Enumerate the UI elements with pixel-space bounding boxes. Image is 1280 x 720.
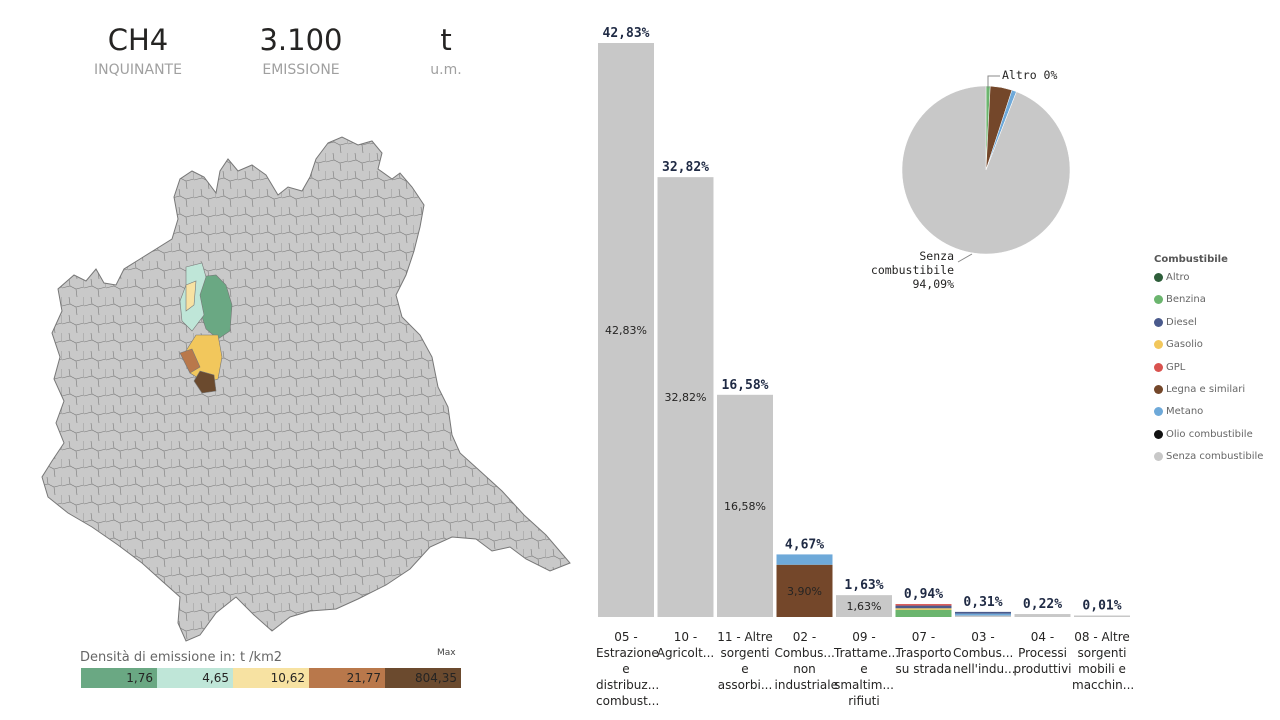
- bar-segment[interactable]: [895, 609, 952, 617]
- bar-category-label: 08 - Altre sorgenti mobili e macchin...: [1072, 630, 1135, 692]
- legend-marker-icon: [1154, 362, 1163, 372]
- bar-segment[interactable]: [895, 605, 952, 609]
- bar-inner-label: 1,63%: [847, 600, 882, 613]
- legend-marker-icon: [1154, 295, 1163, 305]
- bar-total-label: 0,22%: [1023, 597, 1062, 612]
- scale-cell[interactable]: 4,65: [157, 668, 233, 688]
- pie-label-senza: Senza combustibile 94,09%: [840, 249, 954, 291]
- legend-label: Senza combustibile: [1166, 451, 1264, 463]
- pie-label-altro: Altro 0%: [1002, 68, 1058, 82]
- bar-category-label: 02 - Combus... non industriale: [774, 630, 838, 692]
- legend-title: Combustibile: [1154, 254, 1228, 265]
- legend-item[interactable]: Legna e similari: [1154, 384, 1245, 395]
- bar-inner-label: 3,90%: [787, 585, 822, 598]
- legend-marker-icon: [1154, 452, 1163, 462]
- legend-label: Olio combustibile: [1166, 428, 1253, 440]
- map-color-scale: 1,76 4,65 10,62 21,77 804,35: [81, 668, 461, 688]
- legend-item[interactable]: Diesel: [1154, 317, 1197, 328]
- kpi-value: 3.100: [259, 23, 343, 57]
- map-legend-title: Densità di emissione in: t /km2: [80, 650, 283, 665]
- bar-category-label: 04 - Processi produttivi: [1013, 630, 1072, 676]
- bar-segment[interactable]: [776, 564, 833, 617]
- bar-total-label: 0,31%: [963, 595, 1002, 610]
- bar-category-label: 11 - Altre sorgenti e assorbi...: [717, 630, 773, 692]
- legend-marker-icon: [1154, 385, 1163, 394]
- bar-segment[interactable]: [1074, 615, 1130, 618]
- bar-inner-label: 16,58%: [724, 500, 766, 513]
- bar-category-label: 09 - Trattame... e smaltim... rifiuti: [834, 630, 900, 708]
- pie-label-senza-value: 94,09%: [912, 277, 954, 291]
- bar-category-label: 05 - Estrazione e distribuz... combust...: [596, 630, 660, 708]
- legend-label: Benzina: [1166, 294, 1206, 306]
- legend-label: Metano: [1166, 406, 1204, 418]
- bar-segment[interactable]: [955, 615, 1011, 618]
- scale-cell[interactable]: 1,76: [81, 668, 157, 688]
- kpi-emissione: 3.100 EMISSIONE: [236, 22, 366, 78]
- bar-inner-label: 32,82%: [665, 391, 707, 404]
- bar-inner-label: 42,83%: [605, 324, 647, 337]
- kpi-value: CH4: [107, 23, 169, 57]
- bar-total-label: 42,83%: [603, 26, 650, 41]
- bar-total-label: 4,67%: [785, 537, 824, 552]
- legend-label: GPL: [1166, 361, 1186, 373]
- legend-marker-icon: [1154, 429, 1163, 439]
- map-class-4: [179, 348, 201, 374]
- kpi-label: EMISSIONE: [262, 62, 340, 78]
- bar-total-label: 32,82%: [662, 160, 709, 175]
- emission-density-map[interactable]: [40, 135, 575, 645]
- kpi-value: t: [440, 23, 452, 57]
- legend-item[interactable]: Metano: [1154, 406, 1203, 417]
- legend-item[interactable]: Gasolio: [1154, 339, 1203, 350]
- bar-segment[interactable]: [895, 604, 952, 606]
- legend-item[interactable]: GPL: [1154, 362, 1185, 373]
- legend-marker-icon: [1154, 340, 1163, 350]
- bar-category-label: 10 - Agricolt...: [656, 630, 715, 660]
- legend-label: Legna e similari: [1166, 384, 1246, 395]
- legend-item[interactable]: Altro: [1154, 272, 1190, 283]
- scale-cell[interactable]: 10,62: [233, 668, 309, 688]
- bar-total-label: 16,58%: [722, 378, 769, 393]
- pie-label-senza-name: Senza combustibile: [870, 249, 954, 277]
- bar-segment[interactable]: [836, 595, 892, 617]
- bar-segment[interactable]: [598, 43, 654, 617]
- kpi-label: INQUINANTE: [94, 62, 182, 78]
- bar-segment[interactable]: [955, 611, 1011, 614]
- legend-label: Gasolio: [1166, 339, 1203, 351]
- bar-segment[interactable]: [776, 554, 833, 565]
- bar-total-label: 0,94%: [904, 587, 943, 602]
- bar-segment[interactable]: [895, 608, 952, 610]
- legend-marker-icon: [1154, 317, 1163, 327]
- legend-item[interactable]: Benzina: [1154, 294, 1206, 305]
- bar-category-label: 03 - Combus... nell'indu...: [953, 630, 1016, 676]
- bar-total-label: 1,63%: [844, 578, 883, 593]
- lombardy-region: [41, 136, 571, 642]
- bar-total-label: 0,01%: [1082, 599, 1121, 614]
- scale-cell[interactable]: 804,35: [385, 668, 461, 688]
- scale-cell[interactable]: 21,77: [309, 668, 385, 688]
- bar-segment[interactable]: [955, 613, 1011, 616]
- map-class-3: [185, 280, 197, 312]
- legend-marker-icon: [1154, 407, 1163, 417]
- sector-bar-chart: 42,83% 42,83% 32,82% 32,82% 16,58% 16,58% 4,67…: [598, 26, 1130, 618]
- legend-marker-icon: [1154, 273, 1163, 282]
- map-class-5: [193, 370, 217, 394]
- legend-label: Diesel: [1166, 316, 1197, 328]
- legend-item[interactable]: Senza combustibile: [1154, 451, 1263, 462]
- kpi-inquinante: CH4 INQUINANTE: [73, 22, 203, 78]
- legend-item[interactable]: Olio combustibile: [1154, 429, 1253, 440]
- kpi-unita: t u.m.: [381, 22, 511, 78]
- kpi-label: u.m.: [430, 62, 462, 78]
- bar-category-label: 07 - Trasporto su strada: [895, 630, 952, 676]
- legend-label: Altro: [1166, 272, 1190, 283]
- bar-segment[interactable]: [1014, 614, 1071, 617]
- map-legend-max: Max: [437, 648, 456, 658]
- bar-segment[interactable]: [657, 177, 714, 618]
- bar-segment[interactable]: [717, 394, 773, 617]
